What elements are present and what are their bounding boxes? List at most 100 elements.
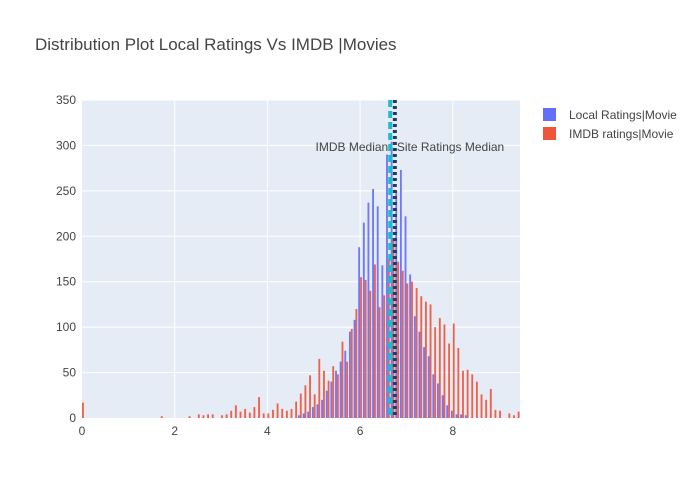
- bar-local: [427, 356, 430, 418]
- bar-imdb: [197, 414, 200, 418]
- bar-imdb: [397, 261, 400, 418]
- bar-imdb: [290, 408, 293, 418]
- bar-imdb: [239, 411, 242, 418]
- y-tick-label: 200: [56, 229, 76, 243]
- bar-local: [330, 381, 333, 418]
- bar-imdb: [517, 411, 520, 418]
- x-tick-label: 8: [449, 424, 456, 438]
- bar-imdb: [374, 264, 376, 418]
- bar-imdb: [471, 374, 474, 418]
- bar-imdb: [452, 323, 455, 418]
- bar-imdb: [332, 366, 335, 418]
- bar-imdb: [304, 385, 307, 418]
- bar-imdb: [323, 370, 325, 418]
- bar-imdb: [489, 388, 492, 418]
- bar-local: [335, 370, 337, 418]
- bar-imdb: [429, 304, 432, 418]
- legend-label-local: Local Ratings|Movie: [569, 108, 677, 122]
- imdb-median-label: IMDB Median: [316, 140, 389, 154]
- plot-area: [82, 100, 520, 418]
- bar-imdb: [434, 327, 437, 418]
- bar-imdb: [202, 415, 205, 418]
- bar-imdb: [364, 279, 367, 418]
- bar-imdb: [230, 410, 233, 418]
- bar-local: [437, 383, 439, 418]
- bar-imdb: [513, 415, 515, 418]
- median-lines: IMDB Median Site Ratings Median: [316, 100, 504, 418]
- bar-imdb: [383, 295, 386, 418]
- bar-imdb: [267, 413, 270, 418]
- bar-imdb: [355, 308, 358, 418]
- y-tick-label: 50: [63, 366, 77, 380]
- bar-imdb: [248, 412, 251, 418]
- bar-imdb: [387, 259, 390, 418]
- legend-item-imdb[interactable]: IMDB ratings|Movie: [543, 127, 674, 141]
- bar-local: [460, 414, 463, 418]
- bar-imdb: [369, 290, 372, 418]
- bar-local: [353, 319, 356, 418]
- bar-imdb: [336, 374, 339, 418]
- bar-imdb: [494, 409, 497, 418]
- bar-imdb: [225, 414, 228, 418]
- bar-imdb: [313, 394, 316, 418]
- bar-imdb: [438, 318, 441, 418]
- bar-local: [348, 331, 351, 418]
- bar-local: [307, 411, 310, 418]
- bar-imdb: [258, 397, 260, 418]
- legend-item-local[interactable]: Local Ratings|Movie: [543, 108, 677, 122]
- bar-local: [362, 222, 365, 418]
- bar-imdb: [262, 413, 265, 418]
- bar-imdb: [285, 410, 288, 418]
- bar-local: [311, 407, 314, 418]
- bar-imdb: [420, 296, 423, 418]
- bar-imdb: [82, 402, 84, 418]
- bar-local: [464, 415, 467, 418]
- bar-imdb: [415, 288, 418, 418]
- bar-local: [297, 415, 300, 418]
- bar-imdb: [327, 380, 330, 418]
- bar-local: [302, 413, 305, 418]
- bar-imdb: [341, 341, 344, 418]
- bar-imdb: [411, 281, 413, 418]
- bar-imdb: [309, 375, 311, 418]
- bar-imdb: [281, 408, 284, 418]
- y-axis-ticks: 0 50 100 150 200 250 300 350: [56, 93, 76, 425]
- bar-local: [413, 316, 416, 418]
- bar-imdb: [457, 348, 460, 418]
- bar-imdb: [485, 399, 488, 418]
- bar-imdb: [276, 403, 279, 418]
- bar-imdb: [295, 401, 298, 418]
- y-tick-label: 300: [56, 138, 76, 152]
- bar-imdb: [480, 394, 483, 418]
- bar-local: [404, 216, 407, 418]
- legend[interactable]: Local Ratings|Movie IMDB ratings|Movie: [543, 108, 677, 141]
- bar-local: [423, 347, 425, 418]
- bar-local: [409, 274, 412, 418]
- bar-imdb: [234, 405, 237, 418]
- bar-local: [432, 374, 435, 418]
- bar-imdb: [475, 381, 478, 418]
- bar-imdb: [360, 277, 362, 418]
- bar-local: [446, 405, 449, 418]
- bar-local: [358, 247, 361, 418]
- bar-imdb: [299, 393, 302, 418]
- bar-imdb: [406, 283, 409, 418]
- bar-imdb: [211, 414, 214, 418]
- bar-local: [316, 404, 319, 418]
- x-tick-label: 6: [357, 424, 364, 438]
- bar-local: [381, 265, 384, 418]
- bar-imdb: [508, 413, 511, 418]
- bar-local: [325, 390, 328, 418]
- legend-swatch-local: [543, 108, 556, 121]
- bar-imdb: [350, 328, 353, 418]
- y-tick-label: 250: [56, 184, 76, 198]
- bar-imdb: [188, 416, 191, 418]
- y-tick-label: 100: [56, 320, 76, 334]
- x-axis-ticks: 0 2 4 6 8: [79, 424, 457, 438]
- bar-local: [386, 154, 388, 418]
- bar-imdb: [378, 307, 381, 418]
- x-tick-label: 2: [171, 424, 178, 438]
- bar-local: [344, 350, 347, 418]
- bar-imdb: [207, 414, 209, 418]
- bar-imdb: [462, 370, 464, 418]
